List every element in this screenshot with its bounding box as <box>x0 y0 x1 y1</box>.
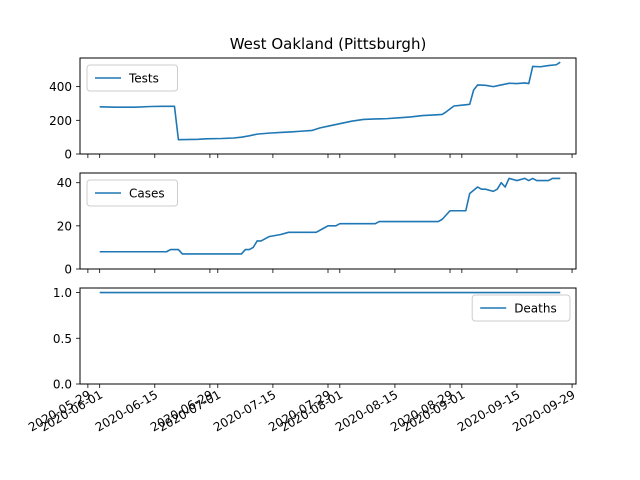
y-tick-label: 1.0 <box>53 286 72 300</box>
panels: 0 200 400 Tests 0 20 40 Cases 0.0 0.5 1.0 Deaths <box>49 57 577 392</box>
legend-box <box>86 64 178 92</box>
series-line-tests <box>99 61 561 141</box>
panel-deaths: 0.0 0.5 1.0 Deaths <box>53 286 577 392</box>
y-tick-label: 0.0 <box>53 378 72 392</box>
legend-box <box>86 179 178 207</box>
y-tick-label: 0 <box>64 263 72 277</box>
panel-tests: 0 200 400 Tests <box>49 57 577 162</box>
y-tick-label: 40 <box>57 176 72 190</box>
y-tick-label: 200 <box>49 114 72 128</box>
legend-label: Cases <box>129 187 165 201</box>
legend-tests: Tests <box>86 64 178 92</box>
legend-cases: Cases <box>86 179 178 207</box>
legend-deaths: Deaths <box>471 294 571 322</box>
x-axis: 2020-05-292020-06-012020-06-152020-06-29… <box>26 387 578 434</box>
y-tick-label: 400 <box>49 80 72 94</box>
legend-label: Deaths <box>514 302 557 316</box>
x-tick-label: 2020-09-29 <box>510 387 577 434</box>
y-tick-label: 0 <box>64 148 72 162</box>
y-tick-label: 20 <box>57 219 72 233</box>
y-tick-label: 0.5 <box>53 332 72 346</box>
legend-label: Tests <box>128 72 159 86</box>
panel-cases: 0 20 40 Cases <box>57 172 577 277</box>
legend-box <box>471 294 571 322</box>
series-line-cases <box>99 177 561 255</box>
chart-title: West Oakland (Pittsburgh) <box>230 35 427 53</box>
